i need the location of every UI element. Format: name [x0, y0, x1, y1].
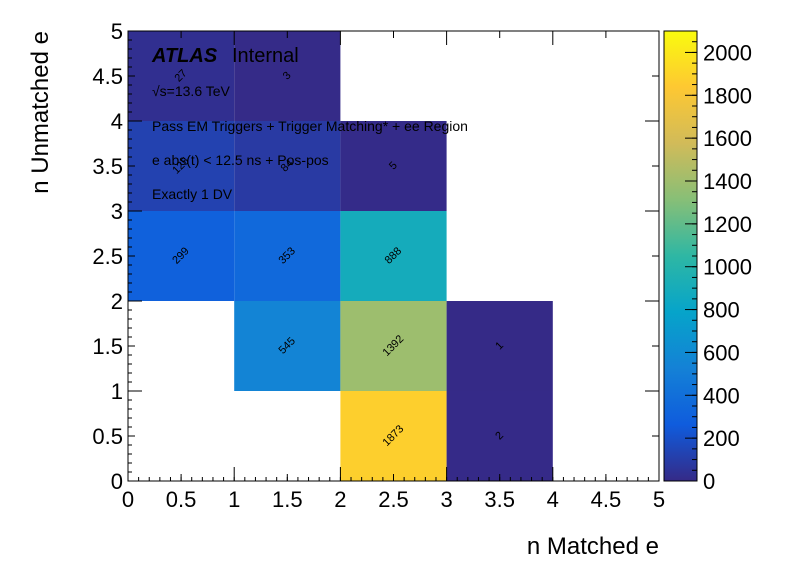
y-tick-label: 0.5	[92, 424, 123, 449]
colorbar-gradient	[664, 31, 697, 481]
colorbar: 0 200 400 600 800 1000 1200 1400 1600 1800 2000	[663, 30, 752, 494]
atlas-internal-label: Internal	[232, 45, 299, 67]
x-tick-label: 4	[547, 487, 559, 512]
x-tick-label: 1	[228, 487, 240, 512]
y-tick-label: 0	[111, 469, 123, 494]
x-axis-title: n Matched e	[527, 533, 659, 560]
colorbar-tick-label: 800	[703, 298, 740, 323]
x-tick-label: 0	[122, 487, 134, 512]
heatmap-cell-1	[446, 391, 553, 481]
y-tick-label: 2	[111, 289, 123, 314]
colorbar-tick-label: 2000	[703, 40, 752, 65]
y-tick-label: 3.5	[92, 154, 123, 179]
x-tick-label: 4.5	[591, 487, 622, 512]
heatmap-cell-9	[234, 121, 341, 211]
selection-line-3: Exactly 1 DV	[152, 186, 233, 202]
x-tick-label: 2	[334, 487, 346, 512]
x-tick-label: 5	[653, 487, 665, 512]
y-tick-label: 4	[111, 109, 123, 134]
y-tick-label: 1.5	[92, 334, 123, 359]
x-tick-label: 3	[440, 487, 452, 512]
y-tick-label: 5	[111, 19, 123, 44]
selection-line-2: e abs(t) < 12.5 ns + Pos-pos	[152, 152, 329, 168]
atlas-annotation: ATLAS Internal √s=13.6 TeV Pass EM Trigg…	[151, 45, 468, 202]
heatmap-cell-6	[234, 211, 341, 301]
y-tick-label: 1	[111, 379, 123, 404]
heatmap-cells	[128, 31, 553, 481]
y-axis-ticks: 0 0.5 1 1.5 2 2.5 3 3.5 4 4.5 5	[92, 19, 659, 494]
x-tick-label: 1.5	[272, 487, 303, 512]
heatmap-cell-7	[340, 211, 447, 301]
heatmap-cell-0	[340, 391, 447, 481]
heatmap-cell-2	[234, 301, 341, 391]
y-tick-label: 4.5	[92, 64, 123, 89]
heatmap-cell-4	[446, 301, 553, 391]
colorbar-tick-label: 600	[703, 340, 740, 365]
x-axis-ticks: 0 0.5 1 1.5 2 2.5 3 3.5 4 4.5 5	[122, 31, 665, 512]
y-tick-label: 3	[111, 199, 123, 224]
heatmap-cell-11	[128, 31, 235, 121]
x-tick-label: 2.5	[378, 487, 409, 512]
colorbar-tick-label: 400	[703, 383, 740, 408]
x-tick-label: 3.5	[484, 487, 515, 512]
selection-line-1: Pass EM Triggers + Trigger Matching* + e…	[152, 118, 468, 134]
y-axis-title: n Unmatched e	[27, 31, 54, 194]
heatmap-cell-10	[340, 121, 447, 211]
x-tick-label: 0.5	[166, 487, 197, 512]
colorbar-tick-label: 1200	[703, 212, 752, 237]
colorbar-tick-label: 1000	[703, 255, 752, 280]
atlas-label: ATLAS	[151, 45, 218, 67]
heatmap-cell-8	[128, 121, 235, 211]
colorbar-tick-label: 1600	[703, 126, 752, 151]
colorbar-tick-label: 1800	[703, 83, 752, 108]
colorbar-tick-label: 1400	[703, 169, 752, 194]
heatmap-cell-5	[128, 211, 235, 301]
energy-label: √s=13.6 TeV	[152, 83, 231, 99]
y-tick-label: 2.5	[92, 244, 123, 269]
heatmap-cell-3	[340, 301, 447, 391]
colorbar-tick-label: 0	[703, 469, 715, 494]
heatmap-cell-12	[234, 31, 341, 121]
colorbar-tick-label: 200	[703, 426, 740, 451]
